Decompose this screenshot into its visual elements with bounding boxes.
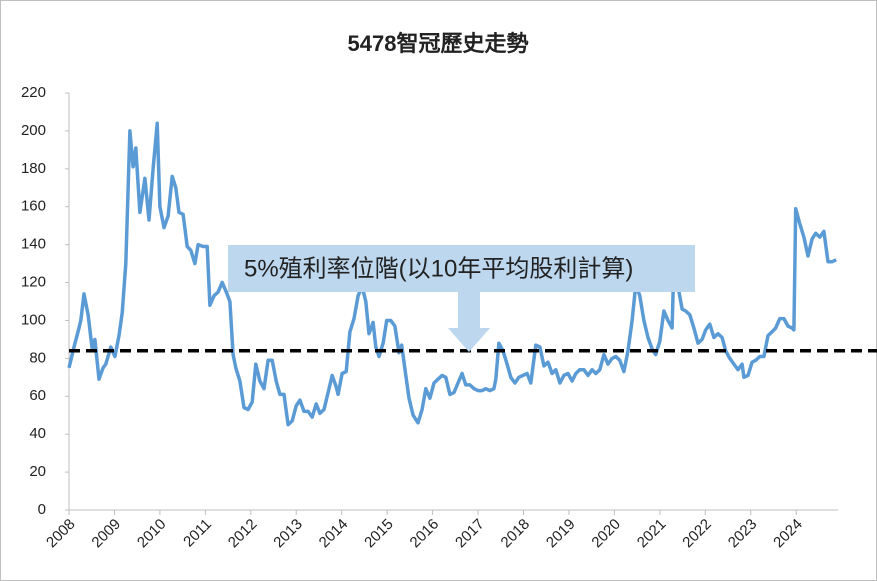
chart-title: 5478智冠歷史走勢: [348, 31, 529, 56]
y-tick-label: 220: [21, 84, 46, 101]
y-tick-label: 0: [38, 501, 46, 518]
annotation-box: [228, 245, 695, 292]
y-tick-label: 180: [21, 160, 46, 177]
annotation-arrow: [448, 292, 490, 352]
annotation: 5%殖利率位階(以10年平均股利計算): [244, 255, 633, 282]
y-tick-label: 40: [29, 425, 46, 442]
y-tick-label: 100: [21, 311, 46, 328]
y-tick-label: 20: [29, 463, 46, 480]
price-line: [67, 121, 837, 427]
y-tick-label: 160: [21, 198, 46, 215]
y-tick-label: 120: [21, 274, 46, 291]
y-tick-label: 80: [29, 349, 46, 366]
y-tick-label: 60: [29, 387, 46, 404]
y-tick-label: 140: [21, 236, 46, 253]
y-tick-label: 200: [21, 122, 46, 139]
